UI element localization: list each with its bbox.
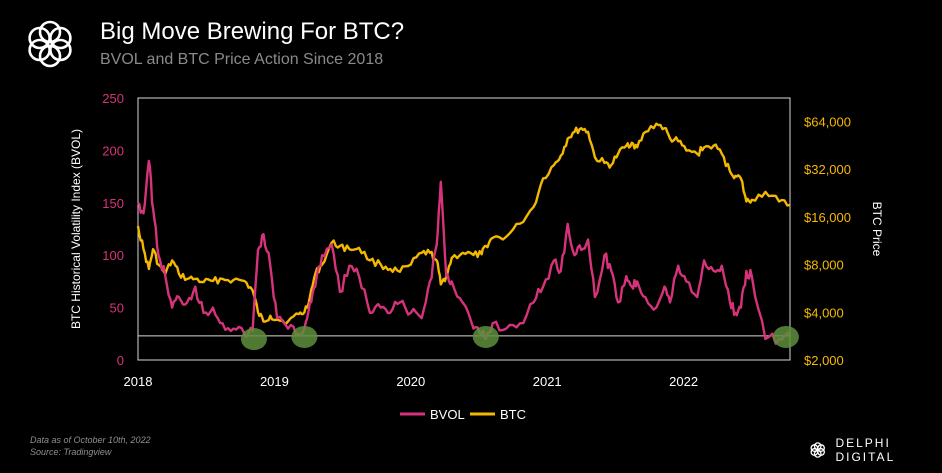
bvol-series-line [137,159,791,345]
y-tick-right: $8,000 [804,258,844,273]
header: Big Move Brewing For BTC? BVOL and BTC P… [0,0,942,80]
chart-title: Big Move Brewing For BTC? [100,18,405,45]
y-tick-left: 250 [102,91,124,106]
chart-subtitle: BVOL and BTC Price Action Since 2018 [100,51,384,68]
plot-frame [137,97,791,361]
x-tick: 2019 [260,374,289,389]
chart: 0 50 100 150 200 250 $2,000 $4,000 $8,000 $16,000… [69,91,884,422]
footnote: Data as of October 10th, 2022 Source: Tr… [30,434,151,458]
data-date-note: Data as of October 10th, 2022 [30,435,151,445]
btc-series-line [136,122,791,326]
delphi-knot-icon [28,20,72,68]
legend-label-bvol: BVOL [430,407,465,422]
y-tick-right: $2,000 [804,353,844,368]
y-tick-right: $16,000 [804,210,851,225]
source-note: Source: Tradingview [30,447,112,457]
low-volatility-marker [472,325,499,348]
y-tick-right: $64,000 [804,114,851,129]
y-axis-title-right: BTC Price [870,202,884,257]
legend-label-btc: BTC [500,407,526,422]
y-tick-left: 0 [117,353,124,368]
x-tick: 2022 [669,374,698,389]
x-tick: 2020 [396,374,425,389]
x-tick: 2018 [124,374,153,389]
y-tick-right: $4,000 [804,305,844,320]
y-tick-right: $32,000 [804,162,851,177]
x-tick: 2021 [533,374,562,389]
y-tick-left: 100 [102,248,124,263]
low-volatility-marker [240,328,267,351]
brand-name: DELPHI DIGITAL [835,436,896,464]
y-tick-left: 150 [102,196,124,211]
y-axis-title-left: BTC Historical Volatility Index (BVOL) [69,129,83,329]
delphi-brand-icon [810,442,825,458]
brand: DELPHI DIGITAL [808,436,942,464]
low-volatility-marker [772,325,799,348]
low-volatility-marker [291,325,318,348]
y-tick-left: 200 [102,143,124,158]
y-tick-left: 50 [110,301,124,316]
